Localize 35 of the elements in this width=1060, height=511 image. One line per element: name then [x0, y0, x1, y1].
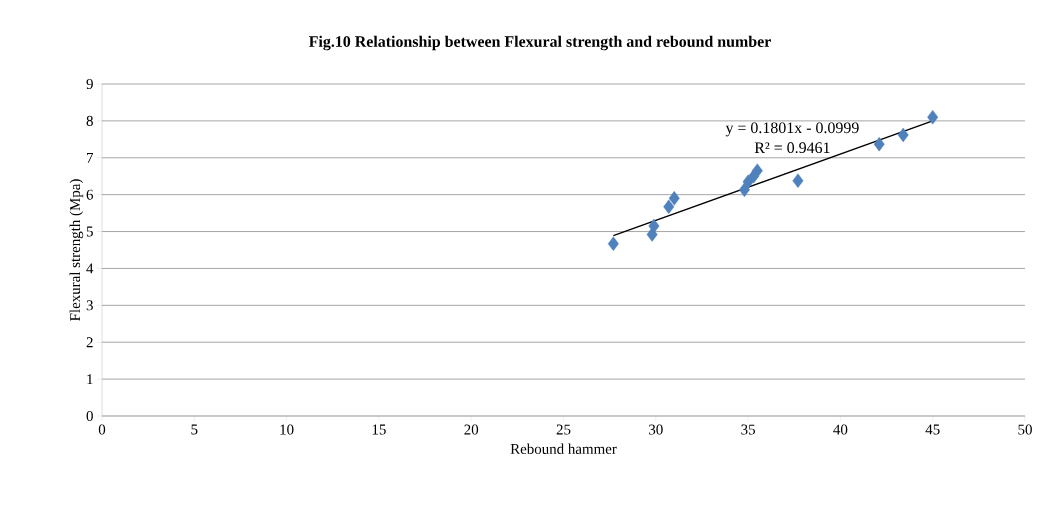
annotation: R² = 0.9461	[754, 142, 830, 154]
point	[668, 191, 680, 206]
y-tick-label: 5	[86, 226, 93, 237]
x-tick-label: 50	[1018, 424, 1032, 435]
x-tick-label: 15	[372, 424, 386, 435]
x-tick-label: 0	[98, 424, 106, 435]
point	[873, 136, 885, 152]
x-tick-label: 10	[280, 424, 294, 435]
y-axis-title: Flexural strength (Mpa)	[69, 179, 84, 321]
x-tick-label: 5	[191, 424, 198, 435]
point	[897, 127, 909, 143]
x-tick-label: 25	[556, 424, 571, 435]
point	[648, 218, 660, 234]
point	[607, 236, 619, 251]
y-tick-label: 1	[87, 374, 93, 385]
y-tick-label: 6	[86, 189, 94, 200]
annotation: y = 0.1801x - 0.0999	[725, 122, 859, 137]
y-tick-label: 3	[86, 300, 93, 311]
point	[792, 173, 804, 188]
y-tick-label: 7	[86, 152, 94, 163]
y-tick-label: 0	[86, 410, 93, 422]
y-tick-label: 4	[86, 263, 94, 274]
x-tick-label: 45	[925, 424, 940, 435]
x-tick-label: 30	[649, 424, 663, 435]
x-tick-label: 20	[464, 424, 479, 435]
x-tick-label: 40	[833, 424, 848, 435]
y-tick-label: 2	[86, 337, 93, 348]
chart-title: Fig.10 Relationship between Flexural strength and rebound number	[308, 35, 771, 51]
x-tick-label: 35	[741, 424, 755, 435]
point	[751, 163, 763, 178]
y-tick-label: 9	[86, 78, 93, 90]
x-axis-title: Rebound hammer	[510, 443, 617, 454]
point	[927, 110, 939, 125]
y-tick-label: 8	[86, 115, 93, 126]
point	[663, 199, 675, 215]
